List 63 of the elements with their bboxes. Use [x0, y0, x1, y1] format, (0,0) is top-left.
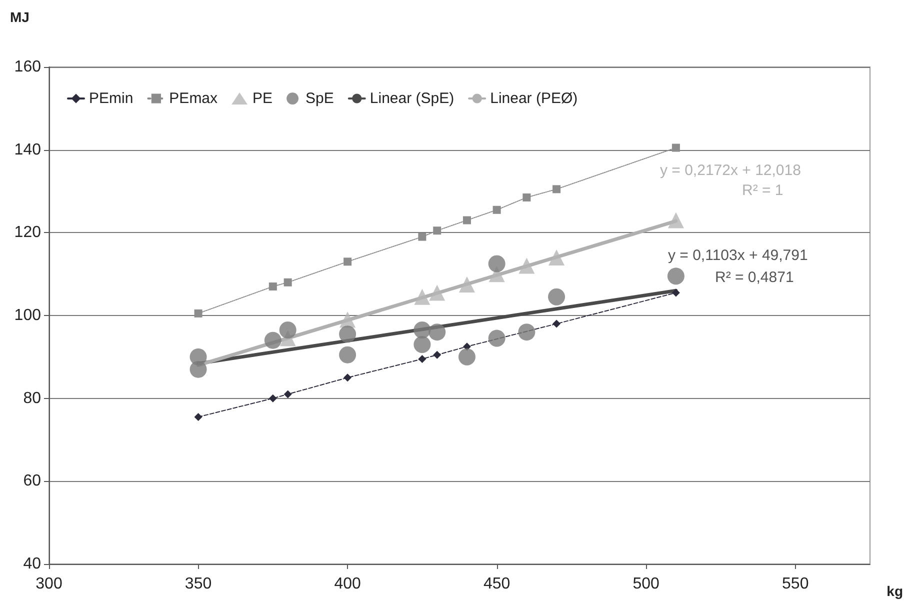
x-tick-label: 350	[184, 576, 212, 592]
point	[488, 330, 506, 347]
point	[462, 216, 471, 224]
y-axis-title: MJ	[10, 9, 30, 25]
point	[429, 284, 446, 301]
legend-label: Linear (PEØ)	[490, 90, 578, 107]
point	[552, 320, 561, 328]
point	[344, 258, 352, 266]
y-tick-label: 60	[23, 472, 42, 490]
legend-label: Linear (SpE)	[370, 90, 454, 107]
point	[344, 374, 352, 382]
point	[668, 212, 684, 228]
point	[190, 360, 207, 378]
point	[414, 336, 431, 353]
legend-label: SpE	[306, 90, 334, 107]
y-tick-label: 160	[14, 58, 42, 76]
point	[518, 258, 535, 274]
point	[194, 412, 202, 421]
y-tick-label: 120	[14, 224, 42, 242]
point	[458, 276, 475, 292]
x-tick-label: 550	[782, 576, 809, 592]
annotation: y = 0,2172x + 12,018	[660, 162, 801, 179]
point	[458, 348, 476, 366]
x-tick-label: 400	[334, 576, 361, 592]
legend-label: PEmax	[169, 90, 218, 107]
point	[414, 288, 430, 305]
point	[488, 255, 506, 272]
point	[552, 185, 561, 194]
point	[339, 346, 356, 364]
x-tick-label: 300	[36, 576, 62, 592]
point	[418, 354, 426, 363]
legend-label: PE	[252, 90, 273, 107]
point	[428, 324, 446, 341]
legend-label: PEmin	[89, 90, 134, 107]
point	[194, 309, 202, 318]
point	[284, 278, 292, 286]
point	[672, 144, 680, 152]
annotation: y = 0,1103x + 49,791	[668, 247, 808, 264]
y-tick-label: 80	[23, 390, 42, 407]
point	[264, 332, 282, 349]
annotation: R² = 0,4871	[715, 269, 794, 286]
point	[279, 322, 296, 338]
point	[548, 288, 566, 306]
point	[268, 282, 277, 291]
point	[522, 193, 531, 202]
y-tick-label: 100	[14, 307, 42, 324]
x-tick-label: 450	[483, 576, 510, 592]
point	[418, 232, 426, 241]
y-tick-label: 140	[14, 141, 42, 158]
point	[667, 268, 684, 285]
point	[433, 350, 442, 359]
point	[518, 324, 536, 341]
x-tick-label: 500	[632, 576, 660, 592]
annotation: R² = 1	[742, 182, 784, 199]
x-axis-title: kg	[886, 583, 904, 599]
point	[284, 390, 292, 398]
y-tick-label: 40	[23, 556, 42, 572]
point	[339, 326, 356, 343]
point	[672, 288, 680, 297]
point	[268, 394, 277, 402]
point	[548, 250, 565, 266]
point	[492, 206, 501, 214]
point	[433, 226, 442, 235]
